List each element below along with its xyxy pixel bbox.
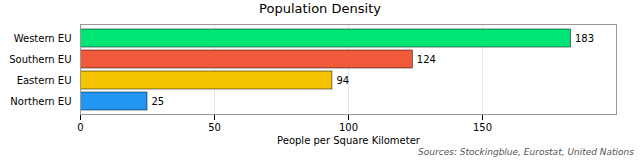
svg-text:25: 25 (152, 96, 165, 107)
svg-text:150: 150 (473, 122, 492, 133)
svg-text:100: 100 (339, 122, 358, 133)
svg-text:Western EU: Western EU (14, 33, 72, 44)
html-text:Sources: Stockingblue, Eurosta: Sources: Stockingblue, Eurostat, United … (418, 147, 634, 157)
svg-text:124: 124 (417, 54, 436, 65)
svg-text:94: 94 (336, 75, 349, 86)
svg-text:50: 50 (208, 122, 221, 133)
svg-text:Northern EU: Northern EU (10, 96, 71, 107)
svg-text:183: 183 (575, 33, 594, 44)
svg-text:0: 0 (77, 122, 83, 133)
html-text:Population Density: Population Density (259, 1, 381, 16)
svg-text:Southern EU: Southern EU (9, 54, 71, 65)
svg-text:Eastern EU: Eastern EU (17, 75, 72, 86)
svg-text:People per Square Kilometer: People per Square Kilometer (277, 135, 421, 146)
